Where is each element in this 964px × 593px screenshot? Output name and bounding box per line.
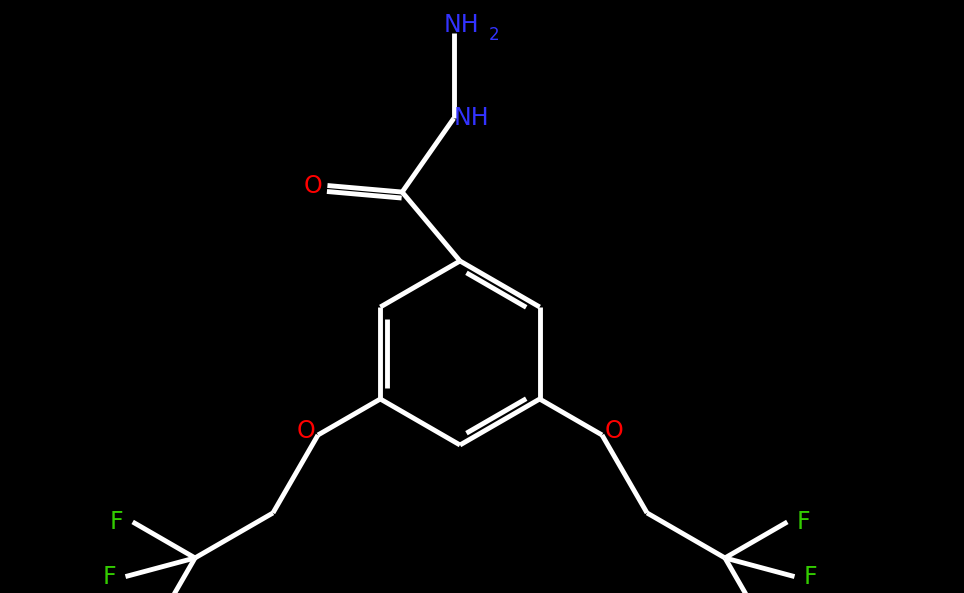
Text: F: F	[110, 510, 123, 534]
Text: F: F	[804, 565, 817, 589]
Text: O: O	[297, 419, 315, 443]
Text: F: F	[103, 565, 117, 589]
Text: F: F	[796, 510, 810, 534]
Text: O: O	[604, 419, 624, 443]
Text: NH: NH	[454, 106, 490, 130]
Text: 2: 2	[489, 26, 499, 44]
Text: O: O	[304, 174, 323, 197]
Text: NH: NH	[444, 13, 479, 37]
